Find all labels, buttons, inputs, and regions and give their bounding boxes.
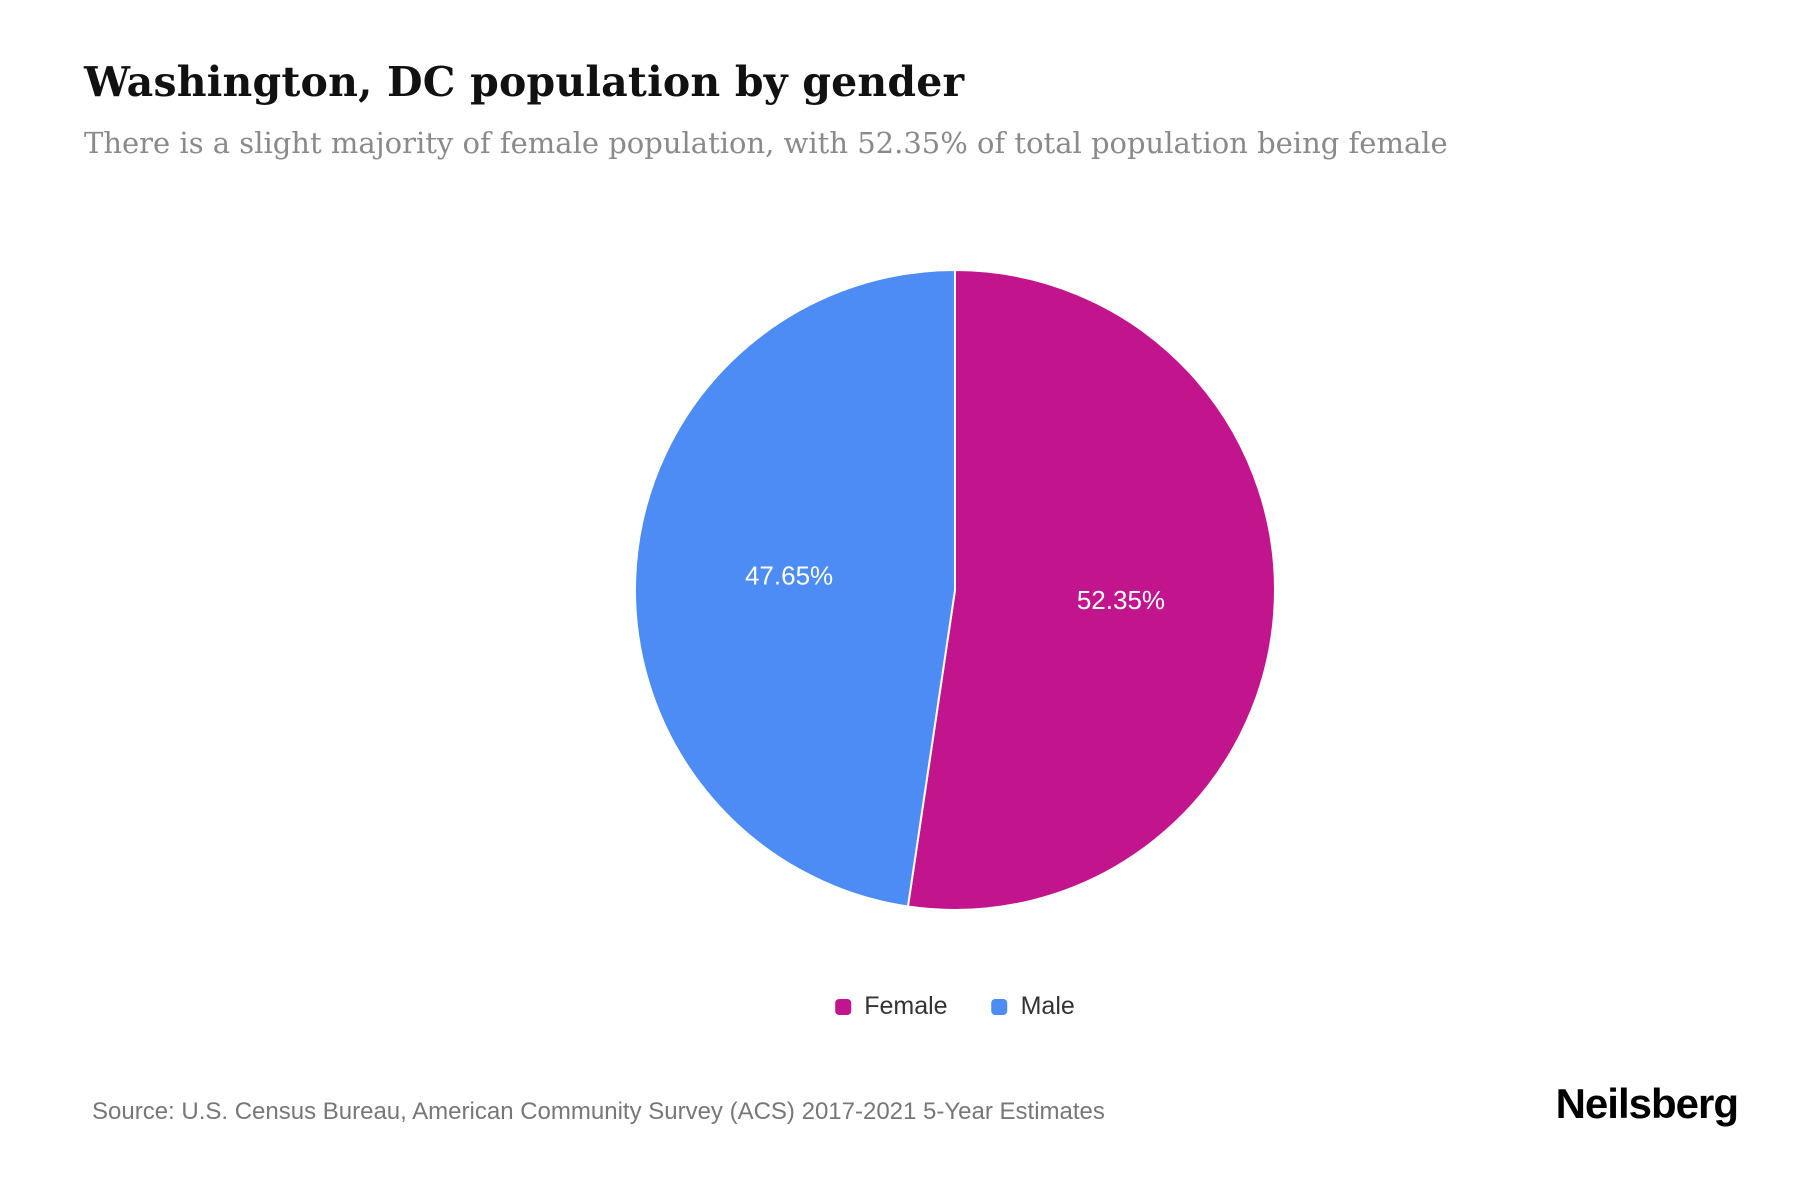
pie-slice-female[interactable] [906,269,1276,911]
pie-label-male: 47.65% [745,561,833,591]
pie-chart-area: 52.35% 47.65% [615,250,1295,930]
legend-label-female: Female [864,992,948,1020]
legend-swatch-female [835,998,852,1015]
chart-legend: Female Male [835,992,1075,1021]
pie-chart: 52.35% 47.65% [633,269,1276,911]
legend-label-male: Male [1020,992,1075,1020]
legend-item-male[interactable]: Male [991,992,1075,1021]
pie-label-female: 52.35% [1077,585,1165,615]
legend-swatch-male [991,998,1008,1015]
source-attribution: Source: U.S. Census Bureau, American Com… [92,1098,1105,1125]
legend-item-female[interactable]: Female [835,992,948,1021]
page-subtitle: There is a slight majority of female pop… [84,126,1448,160]
pie-slice-male[interactable] [633,269,956,908]
neilsberg-logo: Neilsberg [1555,1080,1739,1127]
chart-header: Washington, DC population by gender Ther… [84,58,1716,160]
page-title: Washington, DC population by gender [84,58,965,106]
